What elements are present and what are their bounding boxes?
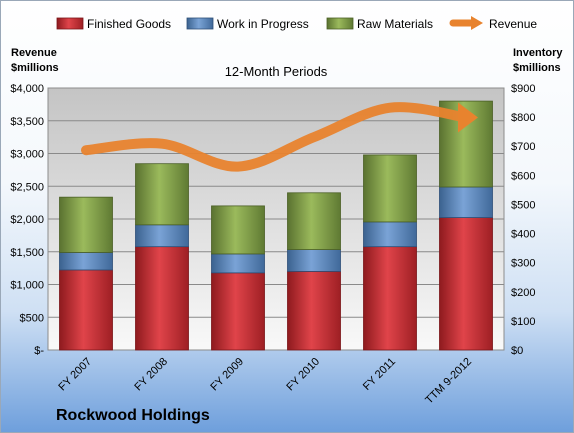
left-tick-label: $2,500 [10, 181, 44, 193]
bar-finished-goods-ttm-9-2012 [439, 217, 493, 351]
left-tick-label: $1,000 [10, 280, 44, 292]
legend-label-raw-materials: Raw Materials [357, 17, 433, 31]
legend-item-finished-goods[interactable]: Finished Goods [56, 17, 171, 31]
gridlines [48, 120, 504, 318]
legend-label-work-in-progress: Work in Progress [217, 17, 309, 31]
bar-raw-materials-fy-2010 [287, 192, 341, 250]
bar-raw-materials-fy-2009 [211, 205, 265, 255]
legend-swatch-finished-goods [56, 17, 84, 30]
company-name: Rockwood Holdings [56, 407, 210, 424]
x-tick-label: FY 2009 [208, 356, 246, 394]
x-axis-labels: FY 2007 FY 2008 FY 2009 FY 2010 FY 2011 TTM 9… [56, 356, 474, 407]
left-axis-label-line2: $millions [11, 62, 59, 74]
left-tick-label: $500 [20, 312, 44, 324]
bar-raw-materials-fy-2007 [59, 196, 113, 253]
left-axis-label-line1: Revenue [11, 47, 57, 59]
legend-swatch-work-in-progress [186, 17, 214, 30]
legend-label-finished-goods: Finished Goods [87, 17, 171, 31]
right-tick-label: $800 [511, 112, 535, 124]
left-tick-label: $3,500 [10, 116, 44, 128]
x-tick-label: TTM 9-2012 [423, 356, 474, 407]
x-tick-label: FY 2010 [284, 356, 322, 394]
right-axis-label-line2: $millions [513, 62, 561, 74]
revenue-line [81, 102, 478, 172]
right-axis-label-line1: Inventory [513, 47, 563, 59]
x-tick-label: FY 2008 [132, 356, 170, 394]
revenue-arrowhead-icon [458, 102, 478, 133]
left-tick-label: $3,000 [10, 149, 44, 161]
right-tick-label: $600 [511, 170, 535, 182]
revenue-line-path [81, 102, 471, 172]
left-tick-label: $4,000 [10, 83, 44, 95]
legend-label-revenue: Revenue [489, 17, 537, 31]
chart-title: 12-Month Periods [225, 64, 328, 79]
bars [59, 100, 493, 351]
legend-item-revenue[interactable]: Revenue [449, 16, 537, 31]
legend-item-work-in-progress[interactable]: Work in Progress [186, 17, 309, 31]
right-tick-label: $700 [511, 141, 535, 153]
right-tick-label: $500 [511, 199, 535, 211]
right-tick-label: $0 [511, 345, 523, 357]
right-tick-label: $400 [511, 229, 535, 241]
bar-work-in-progress-fy-2009 [211, 253, 265, 274]
x-tick-label: FY 2011 [361, 356, 398, 393]
right-tick-label: $900 [511, 83, 535, 95]
bar-finished-goods-fy-2011 [363, 246, 417, 351]
right-axis-ticks: $0 $100 $200 $300 $400 $500 $600 $700 $800 $900 [511, 83, 535, 357]
bar-finished-goods-fy-2010 [287, 270, 341, 351]
right-tick-label: $100 [511, 316, 535, 328]
bar-work-in-progress-fy-2008 [135, 224, 189, 248]
bar-raw-materials-fy-2008 [135, 163, 189, 226]
bar-raw-materials-fy-2011 [363, 154, 417, 223]
bar-finished-goods-fy-2009 [211, 272, 265, 351]
legend: Finished Goods Work in Progress Raw Mate… [56, 16, 537, 31]
legend-swatch-raw-materials [326, 17, 354, 30]
x-tick-label: FY 2007 [56, 356, 94, 394]
legend-arrowhead-icon [471, 16, 483, 30]
bar-work-in-progress-ttm-9-2012 [439, 186, 493, 218]
right-tick-label: $300 [511, 258, 535, 270]
bar-work-in-progress-fy-2007 [59, 252, 113, 271]
left-tick-label: $1,500 [10, 247, 44, 259]
right-tick-label: $200 [511, 287, 535, 299]
left-axis-ticks: $- $500 $1,000 $1,500 $2,000 $2,500 $3,000 $3,5… [10, 83, 44, 357]
legend-item-raw-materials[interactable]: Raw Materials [326, 17, 433, 31]
bar-work-in-progress-fy-2010 [287, 249, 341, 272]
bar-finished-goods-fy-2008 [135, 246, 189, 351]
left-tick-label: $2,000 [10, 214, 44, 226]
left-tick-label: $- [34, 345, 44, 357]
bar-work-in-progress-fy-2011 [363, 221, 417, 248]
bar-finished-goods-fy-2007 [59, 269, 113, 351]
